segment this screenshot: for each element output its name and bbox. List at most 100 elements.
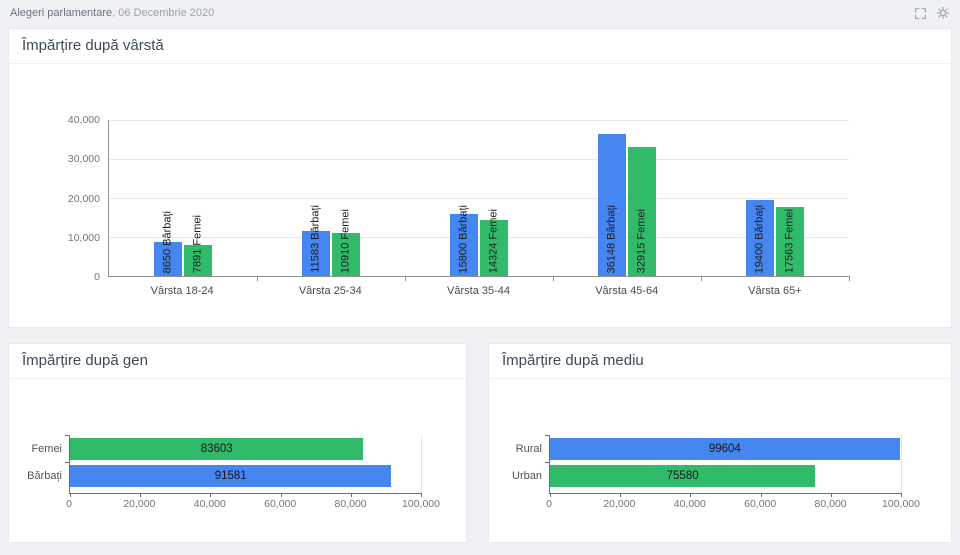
y-axis-tick-label: 20,000 (67, 192, 100, 205)
medium-card-title: Împărțire după mediu (489, 344, 951, 379)
x-axis-tick (849, 276, 850, 281)
bar-value-label: 7891 Femei (191, 214, 204, 273)
x-axis-category-labels: Vârsta 18-24 Vârsta 25-34 Vârsta 35-44 Vârs… (108, 285, 849, 297)
breadcrumb: Alegeri parlamentare, 06 Decembrie 2020 (10, 7, 214, 19)
gridline-100k (901, 435, 902, 493)
y-axis-tick-label: 0 (94, 271, 100, 283)
bottom-row: Împărțire după gen Femei Bărbați 83603 9158… (8, 343, 952, 543)
category-label-varsta-35-44: Vârsta 35-44 (447, 285, 510, 297)
x-axis-tick-label: 40,000 (193, 498, 226, 510)
impartire-dupa-mediu-plot-area: Rural Urban 99604 75580 0 20,000 40,000 60,000 8… (499, 435, 951, 512)
plot-area: 83603 91581 (65, 435, 422, 497)
bar-femei-varsta-25-34[interactable]: 10910 Femei (332, 209, 360, 276)
bar-value-label: 17563 Femei (783, 208, 796, 273)
x-axis-tick (210, 493, 212, 497)
y-axis: 40,000 30,000 20,000 10,000 0 (56, 114, 108, 283)
gridline (109, 237, 849, 238)
bar-group-varsta-18-24: 8650 Bărbați 7891 Femei (109, 120, 257, 276)
x-axis-tick (405, 276, 406, 281)
x-axis-tick-label: 100,000 (402, 498, 440, 510)
bar-femei-varsta-18-24[interactable]: 7891 Femei (184, 215, 212, 276)
gender-bar-chart: Femei Bărbați 83603 91581 0 20,000 40,000 60,00… (9, 435, 466, 512)
x-axis-tick-label: 0 (66, 498, 72, 510)
x-axis-tick (421, 493, 422, 497)
gender-chart-card: Împărțire după gen Femei Bărbați 83603 9158… (8, 343, 467, 543)
bar-value-label: 8650 Bărbați (161, 210, 174, 273)
plot-area: 8650 Bărbați 7891 Femei 11583 Bărbați 10910… (108, 120, 850, 281)
bar-group-varsta-45-64: 36148 Bărbați 32915 Femei (553, 120, 701, 276)
bar-barbati-varsta-45-64[interactable]: 36148 Bărbați (598, 134, 626, 276)
bar-value-label: 91581 (214, 470, 247, 482)
x-axis-tick (830, 493, 832, 497)
category-label-varsta-65-: Vârsta 65+ (748, 285, 802, 297)
bar-barbati-varsta-65-[interactable]: 19400 Bărbați (746, 199, 774, 276)
bar-rural[interactable]: 99604 (550, 438, 900, 460)
bar-group-varsta-35-44: 15800 Bărbați 14324 Femei (405, 120, 553, 276)
x-axis-tick (70, 493, 71, 497)
category-label-varsta-45-64: Vârsta 45-64 (595, 285, 659, 297)
bar-femei-varsta-65-[interactable]: 17563 Femei (776, 207, 804, 276)
x-axis-tick (760, 493, 762, 497)
x-axis-tick-label: 80,000 (814, 498, 847, 510)
fullscreen-icon[interactable] (914, 7, 927, 20)
x-axis-tick-label: 100,000 (882, 498, 920, 510)
bar-group-varsta-65-: 19400 Bărbați 17563 Femei (701, 120, 849, 276)
bar-urban[interactable]: 75580 (550, 465, 816, 487)
bar-value-label: 75580 (666, 470, 699, 482)
bar-femei-varsta-45-64[interactable]: 32915 Femei (628, 146, 656, 276)
gear-icon[interactable] (936, 6, 950, 20)
category-label-rural: Rural (515, 443, 542, 455)
category-labels: Femei Bărbați (19, 435, 69, 494)
x-axis-tick (553, 276, 554, 281)
category-label-varsta-25-34: Vârsta 25-34 (298, 285, 362, 297)
x-axis-tick (280, 493, 282, 497)
x-axis-tick-label: 60,000 (744, 498, 777, 510)
y-axis-tick-label: 40,000 (67, 114, 100, 126)
bar-femei-varsta-35-44[interactable]: 14324 Femei (480, 209, 508, 276)
x-axis-tick (550, 493, 551, 497)
bar-barbati[interactable]: 91581 (70, 465, 392, 487)
x-axis-tick (257, 276, 258, 281)
gridline (109, 120, 849, 121)
axis-tick (545, 435, 550, 436)
bar-value-label: 11583 Bărbați (309, 205, 322, 273)
axis-tick (65, 462, 70, 463)
age-chart-card: Împărțire după vârstă 40,000 30,000 20,000… (8, 28, 952, 328)
medium-bar-chart: Rural Urban 99604 75580 0 20,000 40,000 60,000 8… (489, 435, 951, 512)
bar-barbati-varsta-18-24[interactable]: 8650 Bărbați (154, 211, 182, 276)
bar-value-label: 99604 (708, 443, 741, 455)
x-axis-tick-labels: 0 20,000 40,000 60,000 80,000 100,000 (66, 498, 440, 512)
category-label-femei: Femei (31, 443, 62, 455)
bar-value-label: 14324 Femei (487, 208, 500, 273)
x-axis-tick (701, 276, 702, 281)
y-axis-tick-label: 10,000 (67, 231, 100, 244)
bar-barbati-varsta-35-44[interactable]: 15800 Bărbați (450, 205, 478, 276)
bar-value-label: 36148 Bărbați (605, 204, 618, 274)
y-axis-tick-label: 30,000 (67, 153, 100, 166)
x-axis-tick-label: 80,000 (334, 498, 367, 510)
page-date: , 06 Decembrie 2020 (112, 7, 215, 19)
x-axis-tick-label: 20,000 (123, 498, 156, 510)
x-axis-tick-label: 40,000 (673, 498, 706, 510)
axis-tick (545, 462, 550, 463)
bar-value-label: 83603 (200, 443, 233, 455)
age-card-title: Împărțire după vârstă (9, 29, 951, 64)
x-axis-tick-label: 60,000 (264, 498, 297, 510)
gridline-100k (421, 435, 422, 493)
x-axis-tick (901, 493, 902, 497)
header-actions (914, 6, 950, 20)
gridline (109, 159, 849, 160)
impartire-dupa-gen-plot-area: Femei Bărbați 83603 91581 0 20,000 40,000 60,00… (19, 435, 466, 512)
bar-value-label: 19400 Bărbați (753, 204, 766, 274)
bar-value-label: 10910 Femei (339, 208, 352, 273)
bar-femei[interactable]: 83603 (70, 438, 364, 460)
x-axis-tick (140, 493, 142, 497)
age-chart-plot-area: 40,000 30,000 20,000 10,000 0 8650 Bărbați 789… (56, 114, 850, 283)
medium-chart-card: Împărțire după mediu Rural Urban 99604 7558… (488, 343, 952, 543)
bar-value-label: 15800 Bărbați (457, 204, 470, 274)
gender-card-title: Împărțire după gen (9, 344, 466, 379)
bar-barbati-varsta-25-34[interactable]: 11583 Bărbați (302, 205, 330, 276)
plot-area: 99604 75580 (545, 435, 902, 497)
category-label-varsta-18-24: Vârsta 18-24 (150, 285, 214, 297)
